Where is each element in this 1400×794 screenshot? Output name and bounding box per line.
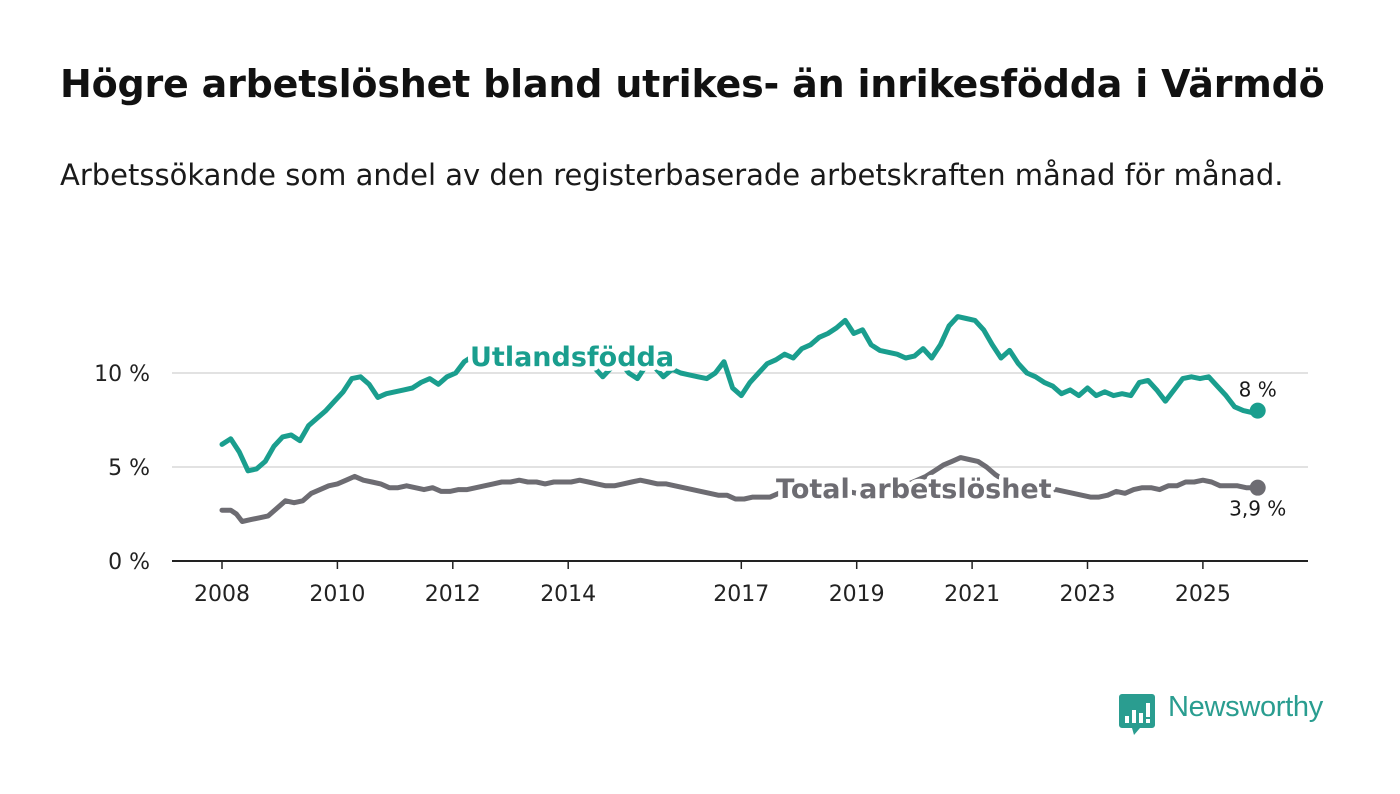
series-end-point-0 — [1249, 402, 1266, 419]
x-tick-label: 2023 — [1060, 582, 1116, 607]
y-tick-label: 0 % — [108, 550, 150, 575]
axes: 0 % 5 % 10 % 2008 2010 2012 2014 2017 2019 2021 20… — [94, 362, 1308, 607]
x-tick-label: 2008 — [194, 582, 250, 607]
y-tick-label: 5 % — [108, 456, 150, 481]
series-end-label-0: 8 % — [1239, 378, 1277, 402]
series-line-0 — [219, 314, 1261, 474]
x-tick-label: 2021 — [944, 582, 1000, 607]
series-label-halo: Total arbetslöshet — [776, 474, 1052, 505]
x-tick-label: 2010 — [309, 582, 365, 607]
series-lines — [219, 314, 1266, 524]
x-tick-label: 2019 — [829, 582, 885, 607]
newsworthy-logo-icon — [1119, 694, 1155, 735]
gridlines — [172, 372, 1308, 468]
series-end-label-1: 3,9 % — [1229, 497, 1286, 521]
x-tick-label: 2025 — [1175, 582, 1231, 607]
series-label-halo: Utlandsfödda — [470, 342, 674, 373]
x-tick-label: 2014 — [540, 582, 596, 607]
chart-title: Högre arbetslöshet bland utrikes- än inr… — [60, 62, 1325, 106]
series-line-1 — [219, 455, 1261, 524]
newsworthy-logo: Newsworthy — [1118, 690, 1348, 738]
series-name-label-1: Total arbetslöshet — [776, 474, 1052, 505]
chart-subtitle: Arbetssökande som andel av den registerb… — [60, 158, 1284, 192]
y-tick-label: 10 % — [94, 362, 150, 387]
x-tick-label: 2017 — [713, 582, 769, 607]
series-name-label-0: Utlandsfödda — [470, 342, 674, 373]
series-end-point-1 — [1249, 479, 1266, 496]
x-tick-label: 2012 — [425, 582, 481, 607]
newsworthy-logo-text: Newsworthy — [1168, 691, 1323, 723]
